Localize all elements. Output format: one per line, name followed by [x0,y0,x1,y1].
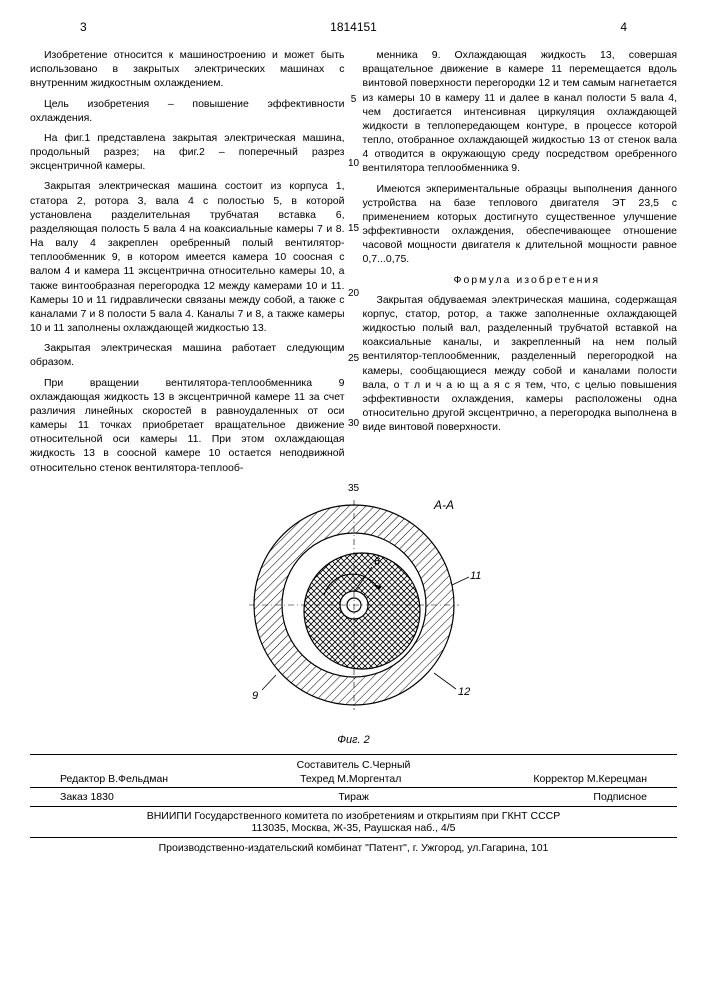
line-mark: 35 [347,483,361,494]
address-block: ВНИИПИ Государственного комитета по изоб… [30,807,677,838]
page-header: 3 1814151 4 [30,20,677,34]
line-mark: 30 [347,418,361,429]
paragraph: Цель изобретения – повышение эффективнос… [30,97,345,125]
compiler: Составитель С.Черный [30,759,677,771]
line-mark: 5 [347,94,361,105]
page-num-left: 3 [80,20,87,34]
paragraph: Закрытая обдуваемая электрическая машина… [363,293,678,435]
paragraph: На фиг.1 представлена закрытая электриче… [30,131,345,174]
techred: Техред М.Моргентал [300,773,401,785]
line-mark: 25 [347,353,361,364]
corrector: Корректор М.Керецман [533,773,647,785]
printer-line: Производственно-издательский комбинат "П… [30,838,677,854]
text-columns: 5 10 15 20 25 30 35 Изобретение относитс… [30,48,677,481]
callout: 6 [374,556,381,568]
address-line: 113035, Москва, Ж-35, Раушская наб., 4/5 [30,822,677,834]
paragraph: Имеются экпериментальные образцы выполне… [363,182,678,267]
right-column: менника 9. Охлаждающая жидкость 13, сове… [363,48,678,481]
editor: Редактор В.Фельдман [60,773,168,785]
figure-2: А-А 6 11 9 12 Фиг. 2 [30,495,677,746]
section-label: А-А [433,498,454,512]
callout: 12 [458,686,470,698]
order-row: Заказ 1830 Тираж Подписное [30,787,677,807]
document-number: 1814151 [330,20,377,34]
paragraph: Закрытая электрическая машина работает с… [30,341,345,369]
paragraph: менника 9. Охлаждающая жидкость 13, сове… [363,48,678,176]
line-mark: 10 [347,158,361,169]
page-num-right: 4 [620,20,627,34]
line-mark: 20 [347,288,361,299]
callout: 9 [252,690,258,702]
podpisnoe: Подписное [593,791,647,803]
paragraph: Изобретение относится к машиностроению и… [30,48,345,91]
formula-title: Формула изобретения [363,273,678,287]
tirazh: Тираж [338,791,369,803]
patent-page: 3 1814151 4 5 10 15 20 25 30 35 Изобрете… [0,0,707,1000]
callout: 11 [470,570,481,582]
line-mark: 15 [347,223,361,234]
order: Заказ 1830 [60,791,114,803]
paragraph: Закрытая электрическая машина состоит из… [30,179,345,335]
figure-caption: Фиг. 2 [30,734,677,746]
left-column: Изобретение относится к машиностроению и… [30,48,345,481]
paragraph: При вращении вентилятора-теплообменника … [30,376,345,475]
cross-section-svg: А-А 6 11 9 12 [224,495,484,725]
credits-block: Составитель С.Черный Редактор В.Фельдман… [30,754,677,787]
address-line: ВНИИПИ Государственного комитета по изоб… [30,810,677,822]
